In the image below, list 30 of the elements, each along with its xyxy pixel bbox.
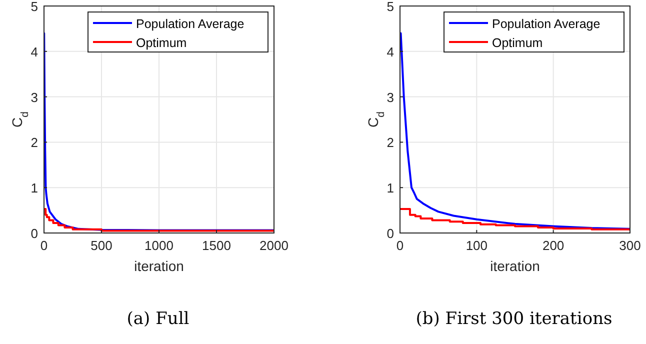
legend-label: Population Average <box>136 17 244 31</box>
text: (b) First 300 iterations <box>416 309 612 329</box>
legend-label: Optimum <box>492 36 543 50</box>
x-axis-title: iteration <box>134 258 184 274</box>
y-tick-label: 2 <box>30 135 38 150</box>
x-tick-label: 500 <box>90 238 112 253</box>
line-series <box>400 32 630 230</box>
x-tick-label: 300 <box>619 238 641 253</box>
y-tick-label: 3 <box>386 90 394 105</box>
x-tick-label: 100 <box>466 238 488 253</box>
x-tick-label: 1000 <box>144 238 174 253</box>
legend-label: Optimum <box>136 36 187 50</box>
text: (a) Full <box>126 309 190 329</box>
x-tick-label: 2000 <box>260 238 288 253</box>
y-tick-label: 5 <box>30 0 38 14</box>
y-tick-label: 5 <box>386 0 394 14</box>
x-tick-label: 1500 <box>202 238 231 253</box>
y-tick-label: 4 <box>30 44 38 60</box>
x-tick-label: 0 <box>396 238 404 253</box>
legend-label: Population Average <box>492 17 600 31</box>
y-tick-label: 1 <box>386 180 394 196</box>
x-tick-label: 200 <box>542 238 564 253</box>
y-tick-label: 4 <box>386 44 394 60</box>
y-tick-label: 2 <box>386 135 394 150</box>
y-tick-label: 1 <box>30 180 38 196</box>
y-tick-label: 3 <box>30 90 38 105</box>
x-tick-label: 0 <box>40 238 48 253</box>
y-tick-label: 0 <box>386 226 394 241</box>
y-tick-label: 0 <box>30 226 38 241</box>
x-axis-title: iteration <box>490 258 540 274</box>
